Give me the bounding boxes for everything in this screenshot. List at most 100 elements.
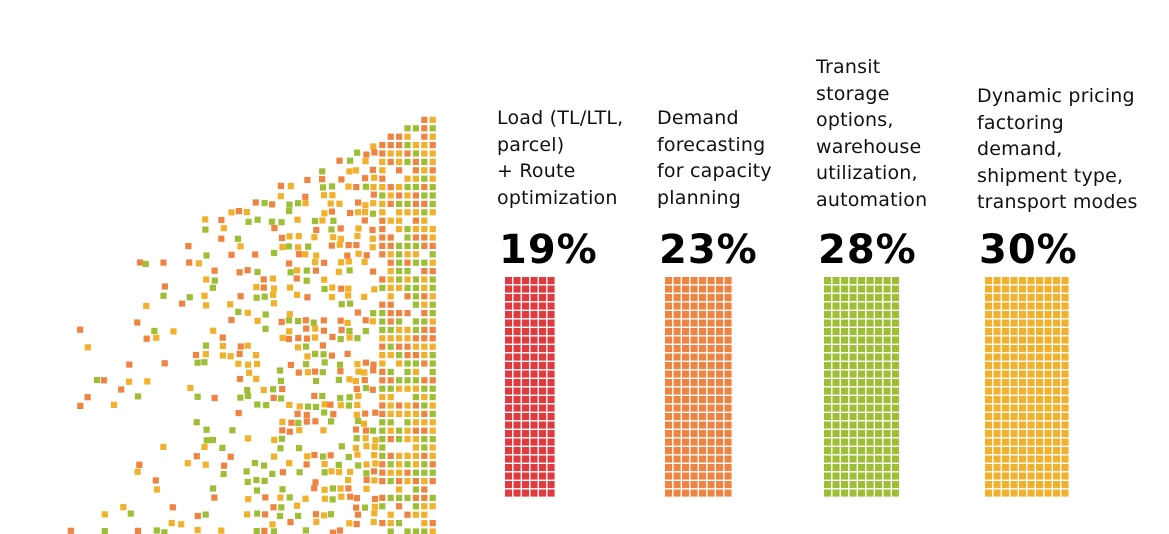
waffle-cell [883, 311, 891, 319]
scatter-square [429, 150, 436, 157]
waffle-cell [522, 311, 530, 319]
waffle-cell [883, 353, 891, 361]
scatter-square [354, 335, 361, 342]
scatter-square [312, 368, 319, 375]
scatter-square [421, 276, 428, 283]
scatter-square [370, 200, 377, 207]
waffle-cell [539, 319, 547, 327]
waffle-cell [724, 379, 732, 387]
scatter-square [202, 461, 209, 468]
waffle-cell [1019, 345, 1027, 353]
scatter-square [270, 394, 277, 401]
scatter-square [371, 174, 378, 181]
waffle-cell [841, 455, 849, 463]
scatter-square [311, 217, 319, 225]
scatter-square [387, 461, 394, 468]
waffle-cell [682, 336, 690, 344]
scatter-square [387, 452, 394, 459]
scatter-square [352, 167, 360, 174]
waffle-cell [665, 489, 673, 497]
waffle-cell [1044, 294, 1052, 302]
waffle-cell [724, 472, 732, 480]
waffle-cell [724, 455, 732, 463]
scatter-square [379, 301, 386, 308]
scatter-square [237, 394, 244, 401]
scatter-square [194, 527, 201, 534]
waffle-cell [1036, 413, 1044, 421]
waffle-cell [513, 353, 521, 361]
scatter-square [335, 376, 342, 383]
waffle-cell [1002, 353, 1010, 361]
waffle-cell [832, 285, 840, 293]
waffle-cell [707, 345, 715, 353]
waffle-cell [699, 421, 707, 429]
waffle-cell [699, 370, 707, 378]
scatter-square [270, 291, 277, 298]
waffle-cell [993, 370, 1001, 378]
waffle-cell [513, 421, 521, 429]
waffle-cell [699, 294, 707, 302]
waffle-cell [513, 438, 521, 446]
waffle-cell [883, 319, 891, 327]
waffle-cell [1053, 447, 1061, 455]
waffle-cell [690, 328, 698, 336]
scatter-square [404, 461, 411, 468]
waffle-cell [985, 472, 993, 480]
scatter-square [329, 192, 336, 199]
waffle-cell [1027, 311, 1035, 319]
scatter-square [304, 403, 312, 410]
waffle-cell [1027, 294, 1035, 302]
scatter-square [262, 494, 269, 501]
scatter-square [354, 232, 361, 240]
waffle-cell [539, 328, 547, 336]
scatter-square [353, 385, 360, 393]
scatter-square [201, 443, 208, 450]
scatter-square [279, 418, 286, 425]
scatter-square [347, 300, 354, 307]
waffle-cell [682, 362, 690, 370]
scatter-square [84, 344, 91, 351]
column-label-line: planning [657, 186, 742, 209]
waffle-cell [858, 319, 866, 327]
waffle-cell [824, 430, 832, 438]
waffle-cell [1002, 481, 1010, 489]
waffle-cell [849, 455, 857, 463]
scatter-square [346, 394, 353, 401]
scatter-square [396, 284, 403, 291]
scatter-square [387, 158, 394, 165]
scatter-square [286, 207, 293, 215]
waffle-cell [1053, 302, 1061, 310]
scatter-square [219, 352, 226, 359]
scatter-square [328, 242, 335, 249]
scatter-square [421, 385, 428, 392]
scatter-square [237, 343, 244, 350]
waffle-cell [716, 311, 724, 319]
scatter-square [387, 276, 394, 283]
waffle-cell [682, 328, 690, 336]
scatter-square [387, 394, 394, 401]
scatter-square [421, 226, 428, 233]
waffle-cell [1044, 489, 1052, 497]
waffle-cell [985, 464, 993, 472]
scatter-square [396, 167, 403, 174]
waffle-cell [875, 404, 883, 412]
waffle-cell [993, 353, 1001, 361]
waffle-cell [665, 311, 673, 319]
scatter-square [320, 317, 327, 324]
scatter-square [337, 317, 344, 324]
scatter-square [412, 242, 419, 249]
scatter-square [370, 191, 377, 198]
scatter-square [429, 318, 436, 325]
waffle-cell [1044, 481, 1052, 489]
scatter-square [379, 520, 386, 527]
scatter-square [412, 343, 419, 350]
waffle-cell [522, 285, 530, 293]
scatter-square [286, 233, 293, 240]
scatter-square [329, 183, 336, 190]
waffle-cell [513, 319, 521, 327]
waffle-cell [682, 311, 690, 319]
waffle-cell [530, 345, 538, 353]
waffle-cell [690, 311, 698, 319]
waffle-cell [1010, 489, 1018, 497]
waffle-cell [1061, 404, 1069, 412]
